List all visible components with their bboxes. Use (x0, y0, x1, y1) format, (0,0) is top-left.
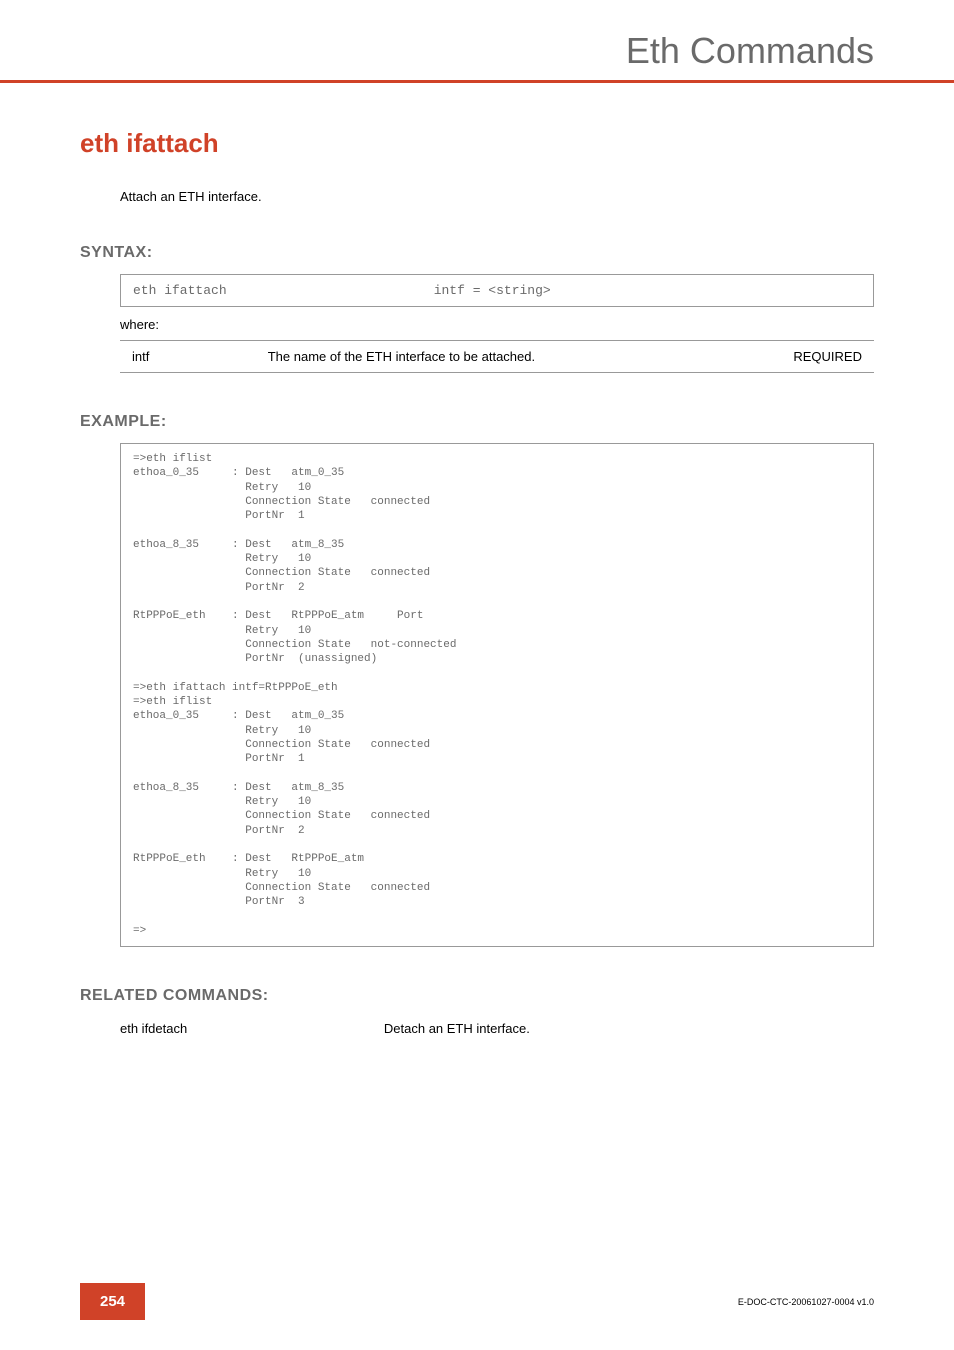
command-description: Attach an ETH interface. (120, 189, 874, 204)
page-header: Eth Commands (0, 0, 954, 83)
syntax-arguments: intf = <string> (422, 275, 874, 307)
content-area: eth ifattach Attach an ETH interface. SY… (0, 128, 954, 1040)
example-section: EXAMPLE: =>eth iflist ethoa_0_35 : Dest … (80, 413, 874, 947)
related-section: RELATED COMMANDS: eth ifdetach Detach an… (80, 987, 874, 1040)
related-description: Detach an ETH interface. (384, 1017, 874, 1040)
header-title: Eth Commands (626, 30, 874, 72)
page-number: 254 (80, 1283, 145, 1320)
where-label: where: (120, 317, 874, 332)
command-title: eth ifattach (80, 128, 874, 159)
example-code: =>eth iflist ethoa_0_35 : Dest atm_0_35 … (120, 443, 874, 947)
related-command: eth ifdetach (120, 1017, 384, 1040)
document-id: E-DOC-CTC-20061027-0004 v1.0 (738, 1297, 874, 1307)
syntax-table: eth ifattach intf = <string> (120, 274, 874, 307)
syntax-row: eth ifattach intf = <string> (121, 275, 874, 307)
param-table: intf The name of the ETH interface to be… (120, 340, 874, 373)
param-required: REQUIRED (723, 341, 874, 373)
related-heading: RELATED COMMANDS: (80, 987, 874, 1005)
related-table: eth ifdetach Detach an ETH interface. (120, 1017, 874, 1040)
param-name: intf (120, 341, 256, 373)
related-row: eth ifdetach Detach an ETH interface. (120, 1017, 874, 1040)
param-description: The name of the ETH interface to be atta… (256, 341, 723, 373)
example-heading: EXAMPLE: (80, 413, 874, 431)
page-footer: 254 E-DOC-CTC-20061027-0004 v1.0 (0, 1283, 954, 1320)
syntax-heading: SYNTAX: (80, 244, 874, 262)
syntax-command: eth ifattach (121, 275, 422, 307)
param-row: intf The name of the ETH interface to be… (120, 341, 874, 373)
